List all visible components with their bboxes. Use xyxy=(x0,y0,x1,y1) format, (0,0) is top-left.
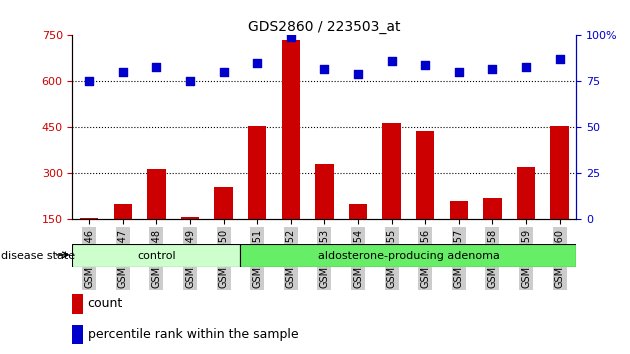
Point xyxy=(353,71,363,77)
Text: aldosterone-producing adenoma: aldosterone-producing adenoma xyxy=(318,251,500,261)
Bar xyxy=(214,187,233,219)
Bar xyxy=(113,204,132,219)
Bar xyxy=(72,325,83,344)
Point xyxy=(454,69,464,75)
Point xyxy=(488,66,498,72)
Point xyxy=(554,57,564,62)
Bar xyxy=(241,244,576,267)
Bar xyxy=(72,244,241,267)
Title: GDS2860 / 223503_at: GDS2860 / 223503_at xyxy=(248,21,401,34)
Bar xyxy=(551,126,569,219)
Point xyxy=(387,58,397,64)
Bar xyxy=(72,295,83,314)
Bar xyxy=(248,126,266,219)
Point xyxy=(185,79,195,84)
Bar xyxy=(416,131,435,219)
Point xyxy=(286,34,296,40)
Bar xyxy=(147,169,166,219)
Bar xyxy=(349,204,367,219)
Point xyxy=(219,69,229,75)
Point xyxy=(420,62,430,68)
Text: count: count xyxy=(88,297,123,310)
Text: control: control xyxy=(137,251,176,261)
Bar xyxy=(80,218,98,219)
Text: disease state: disease state xyxy=(1,251,76,261)
Bar xyxy=(450,201,468,219)
Point xyxy=(84,79,94,84)
Bar xyxy=(315,164,334,219)
Point xyxy=(118,69,128,75)
Point xyxy=(319,66,329,72)
Point xyxy=(151,64,161,69)
Point xyxy=(252,60,262,66)
Bar xyxy=(282,40,300,219)
Bar xyxy=(517,167,536,219)
Point xyxy=(521,64,531,69)
Bar xyxy=(181,217,199,219)
Bar xyxy=(382,123,401,219)
Text: percentile rank within the sample: percentile rank within the sample xyxy=(88,328,298,341)
Bar xyxy=(483,198,501,219)
